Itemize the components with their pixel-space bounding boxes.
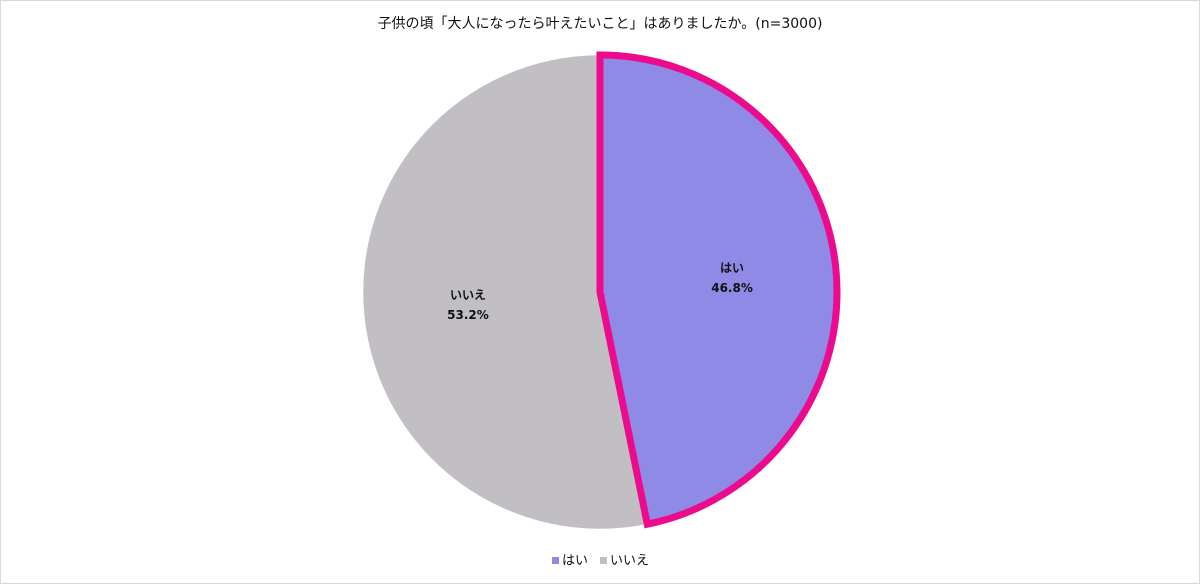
legend-label: はい (562, 554, 588, 569)
legend-swatch (600, 557, 608, 564)
legend: はい いいえ (552, 554, 649, 569)
slice-value-label: 53.2% (447, 308, 489, 322)
legend-label: いいえ (610, 554, 649, 569)
pie: はい 46.8% いいえ 53.2% (362, 51, 841, 530)
slice-category-label: はい (720, 261, 744, 275)
slice-value-label: 46.8% (711, 281, 753, 295)
legend-swatch (552, 557, 559, 564)
chart-title: 子供の頃「大人になったら叶えたいこと」はありましたか。(n=3000) (378, 16, 823, 32)
slice-category-label: いいえ (450, 288, 486, 302)
pie-slice (596, 51, 841, 529)
pie-slice (362, 54, 648, 530)
